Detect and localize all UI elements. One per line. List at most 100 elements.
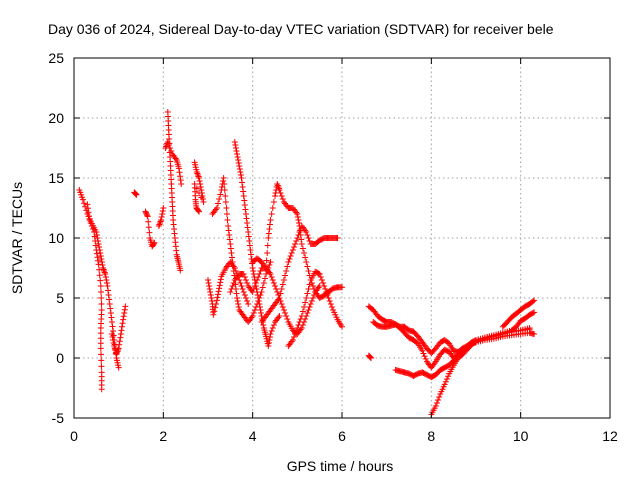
data-point — [272, 190, 279, 196]
data-point — [526, 326, 533, 333]
data-point — [221, 187, 228, 193]
data-point — [196, 190, 203, 196]
data-point — [304, 232, 311, 238]
data-point — [200, 199, 207, 205]
data-point — [120, 316, 127, 323]
data-point — [95, 257, 102, 264]
data-point — [299, 308, 306, 315]
data-point — [96, 244, 103, 250]
data-point — [309, 283, 316, 289]
data-point — [274, 289, 281, 295]
data-point — [366, 353, 373, 360]
data-point — [220, 178, 227, 184]
data-point — [259, 284, 266, 291]
data-point — [85, 209, 92, 216]
data-point — [97, 253, 104, 259]
data-point — [165, 142, 172, 148]
data-point — [177, 177, 184, 184]
data-point — [177, 173, 184, 180]
data-point — [93, 250, 100, 257]
data-point — [270, 322, 277, 328]
data-point — [213, 301, 220, 307]
data-point — [97, 345, 104, 352]
data-point — [98, 295, 105, 301]
data-point — [308, 298, 315, 304]
data-point — [222, 193, 229, 199]
data-point — [263, 257, 270, 264]
data-point — [432, 403, 439, 409]
data-point — [97, 335, 104, 342]
data-point — [269, 325, 276, 331]
data-point — [242, 206, 249, 213]
data-point — [235, 304, 242, 310]
x-tick-label: 6 — [338, 428, 346, 444]
series-sat-u — [428, 309, 538, 418]
data-point — [230, 268, 237, 274]
data-point — [96, 272, 103, 279]
data-point — [531, 309, 538, 316]
data-point — [234, 151, 241, 157]
data-point — [295, 217, 302, 223]
data-point — [167, 145, 174, 151]
data-point — [303, 229, 310, 235]
data-point — [251, 307, 258, 313]
axis-ticks: 0 2 4 6 8 10 12 -5 0 5 10 15 20 25 — [48, 50, 618, 444]
data-point — [121, 310, 128, 316]
data-point — [276, 295, 283, 301]
data-point — [211, 308, 218, 315]
data-point — [304, 290, 311, 297]
data-point — [105, 287, 112, 294]
data-point — [242, 295, 249, 301]
data-point — [287, 253, 294, 259]
data-point — [215, 200, 222, 207]
data-point — [265, 235, 272, 241]
data-point — [324, 292, 331, 298]
x-axis-label: GPS time / hours — [287, 458, 394, 474]
data-point — [81, 200, 88, 207]
data-point — [294, 211, 301, 217]
data-point — [95, 261, 102, 268]
data-point — [295, 232, 302, 238]
data-point — [268, 328, 275, 334]
data-point — [159, 211, 166, 217]
y-axis-label: SDTVAR / TECUs — [9, 182, 25, 294]
data-point — [229, 254, 236, 261]
data-point — [282, 272, 289, 279]
data-point — [99, 262, 106, 268]
data-point — [213, 205, 220, 211]
data-point — [226, 236, 233, 243]
data-point — [266, 262, 273, 268]
data-point — [298, 313, 305, 319]
data-point — [240, 289, 247, 295]
data-point — [106, 301, 113, 307]
data-point — [235, 157, 242, 163]
data-point — [230, 263, 237, 270]
data-point — [240, 271, 247, 277]
data-point — [197, 184, 204, 190]
data-point — [210, 311, 217, 318]
data-point — [298, 241, 305, 247]
series-sat-i — [191, 159, 207, 215]
data-point — [296, 229, 303, 235]
series-sat-g — [164, 109, 184, 274]
data-point — [265, 230, 272, 237]
data-point — [279, 281, 286, 288]
data-point — [212, 304, 219, 311]
data-point — [94, 254, 101, 261]
data-point — [299, 245, 306, 252]
data-point — [102, 274, 109, 280]
data-point — [217, 191, 224, 198]
data-point — [158, 217, 165, 223]
data-point — [279, 304, 286, 310]
data-point — [217, 276, 224, 283]
data-point — [276, 187, 283, 193]
data-point — [292, 241, 299, 247]
data-point — [227, 289, 234, 295]
data-point — [297, 316, 304, 322]
series-sat-q — [365, 352, 375, 361]
data-point — [240, 193, 247, 199]
data-point — [220, 175, 227, 181]
data-point — [224, 217, 231, 223]
data-point — [225, 227, 232, 234]
